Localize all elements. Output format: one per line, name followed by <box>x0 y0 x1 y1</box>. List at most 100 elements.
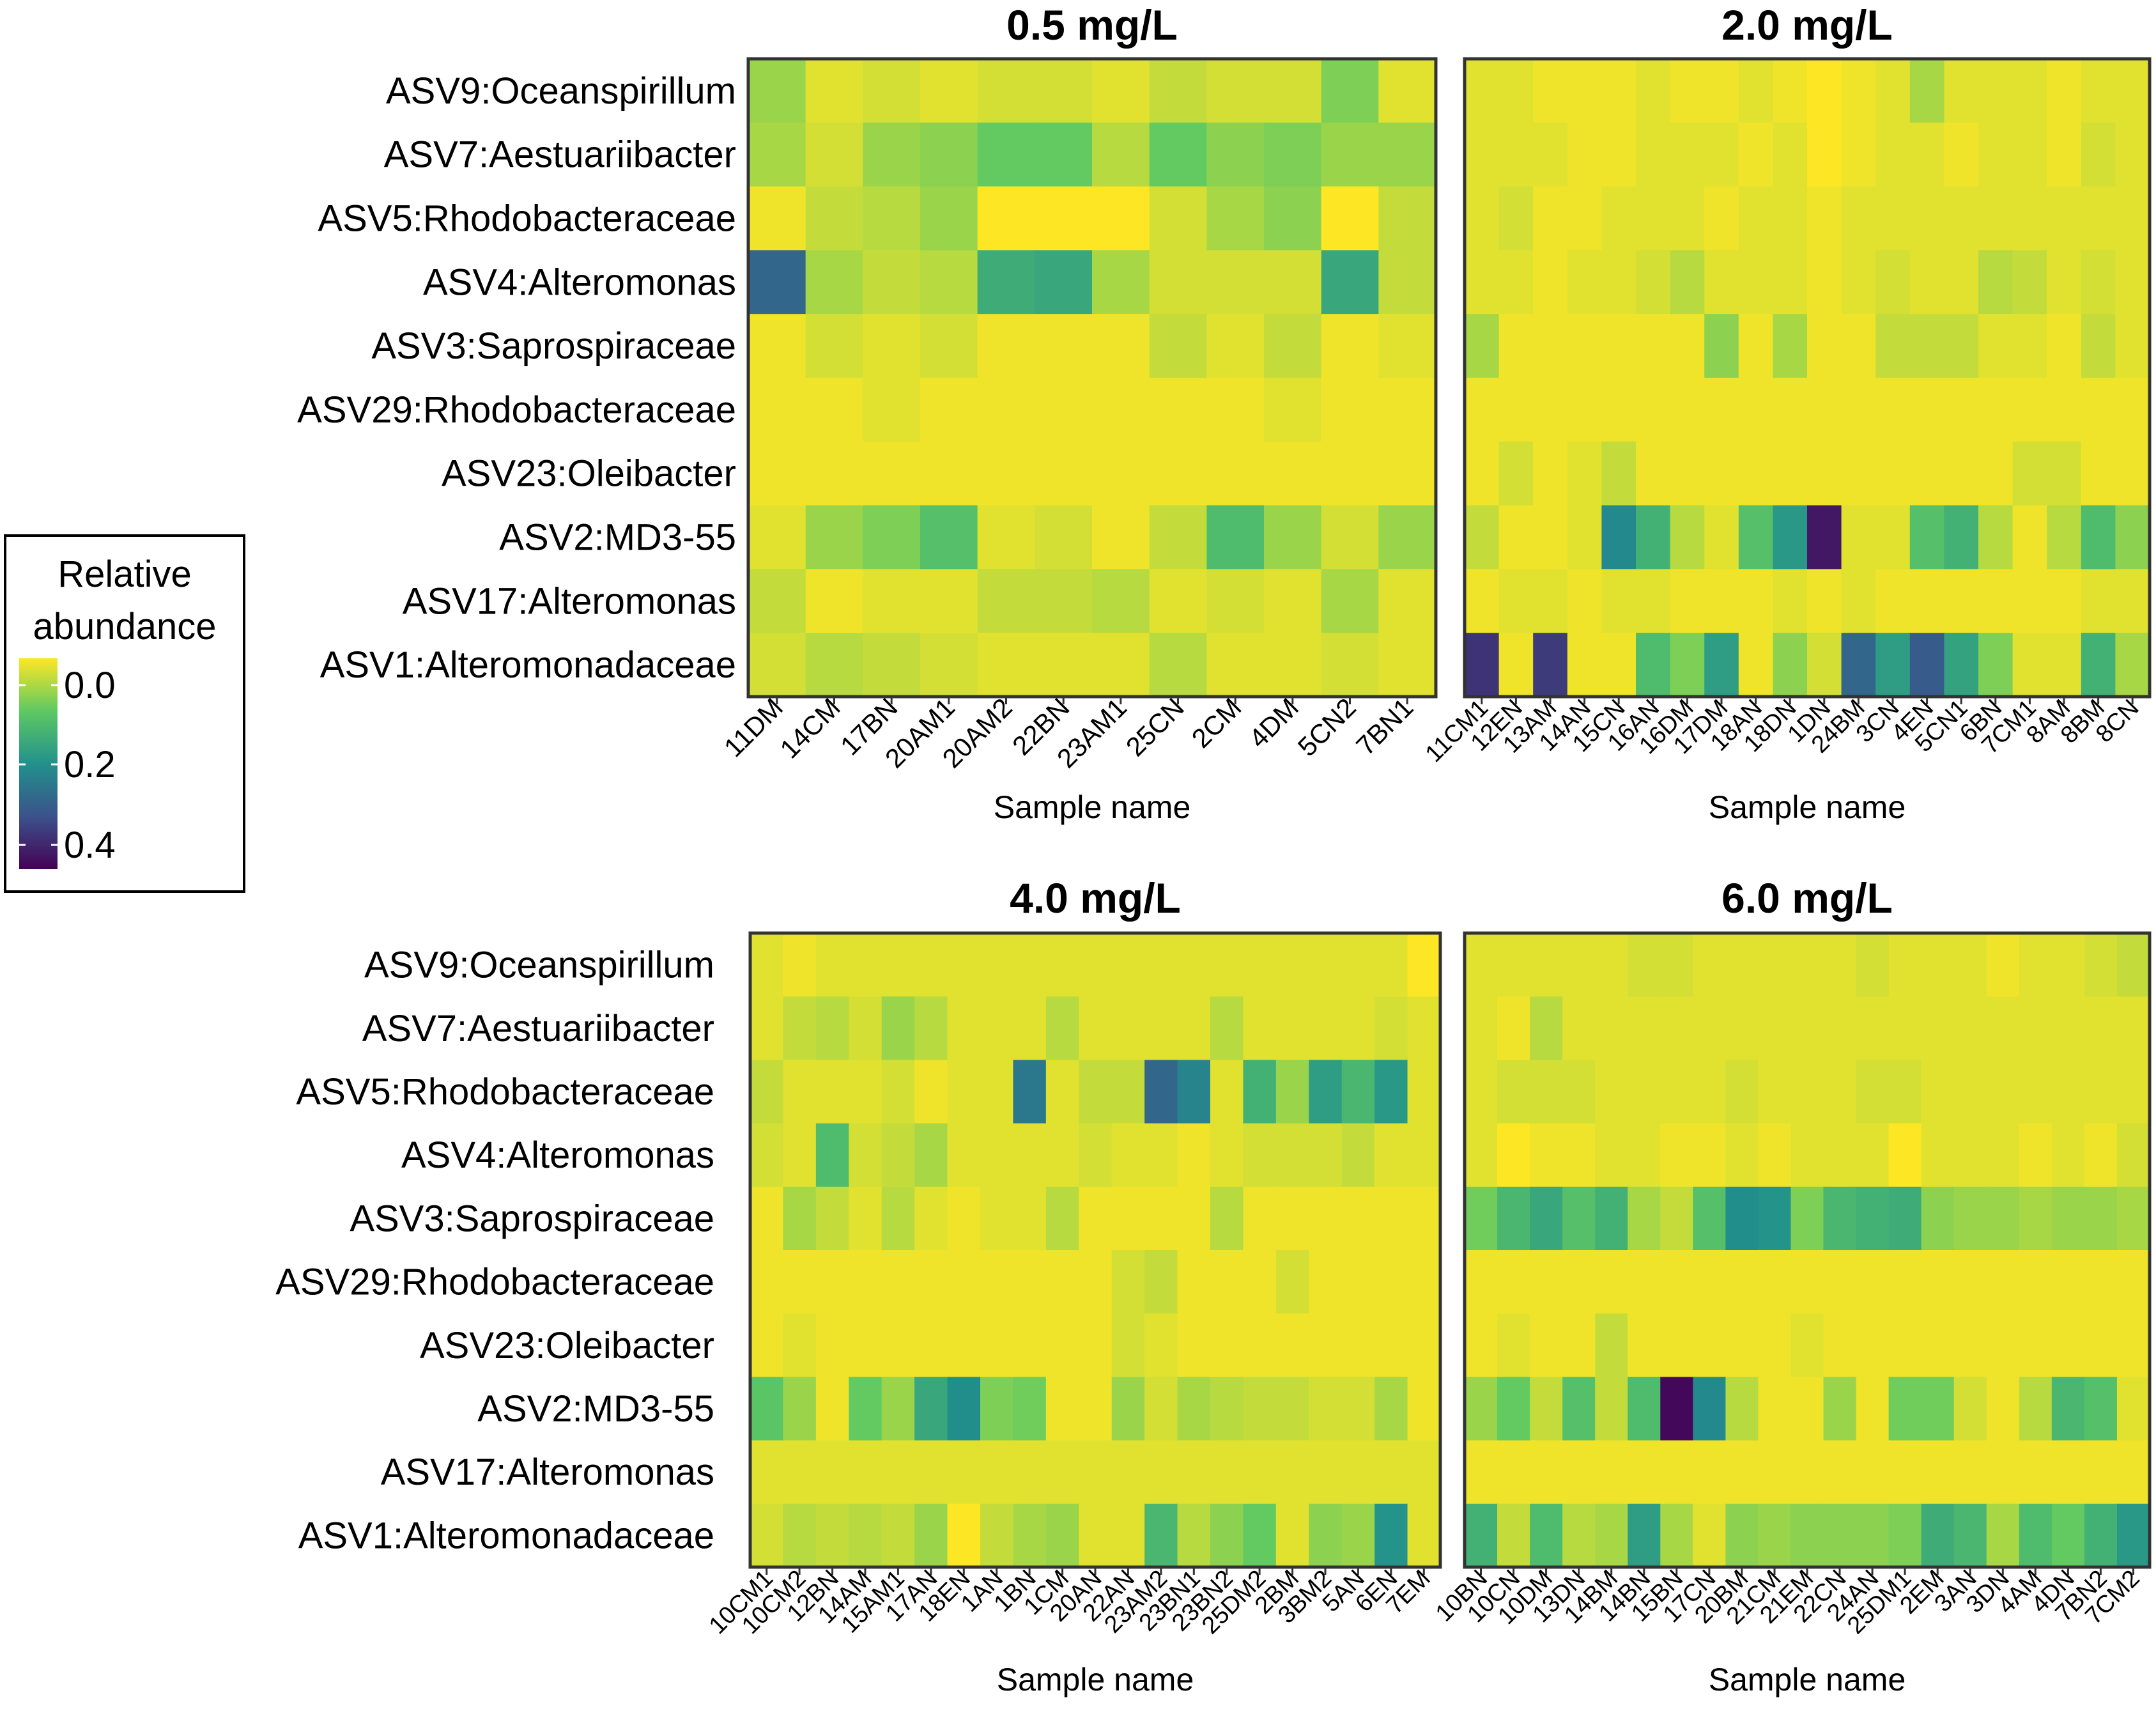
heatmap-cell <box>2051 1186 2085 1251</box>
heatmap-cell <box>1498 59 1534 123</box>
heatmap-cell <box>947 1060 981 1124</box>
heatmap-cell <box>1704 569 1739 633</box>
heatmap-cell <box>2116 1377 2150 1441</box>
heatmap-cell <box>1856 1377 1890 1441</box>
heatmap-cell <box>1210 1123 1244 1187</box>
heatmap-cell <box>1921 996 1955 1061</box>
heatmap-cell <box>920 314 978 378</box>
heatmap-cell <box>881 933 915 997</box>
heatmap-cell <box>1045 1313 1080 1378</box>
heatmap-cell <box>1953 933 1987 997</box>
heatmap-cell <box>1875 633 1911 697</box>
heatmap-cell <box>1595 1123 1629 1187</box>
heatmap-cell <box>1111 1313 1145 1378</box>
heatmap-cell <box>1264 378 1322 442</box>
heatmap-cell <box>1498 122 1534 187</box>
heatmap-cell <box>1321 314 1380 378</box>
heatmap-cell <box>1321 186 1380 251</box>
heatmap-cell <box>1601 441 1636 506</box>
heatmap-cell <box>1888 1440 1922 1504</box>
heatmap-cell <box>805 441 864 506</box>
heatmap-cell <box>1275 1313 1310 1378</box>
heatmap-cell <box>1562 1123 1596 1187</box>
heatmap-cell <box>977 505 1036 570</box>
heatmap-cell <box>783 1250 817 1314</box>
heatmap-cell <box>1909 314 1945 378</box>
heatmap-cell <box>920 505 978 570</box>
heatmap-cell <box>1790 933 1824 997</box>
heatmap-cell <box>1309 933 1343 997</box>
heatmap-cell <box>1978 633 2014 697</box>
heatmap-cell <box>1823 1377 1857 1441</box>
heatmap-cell <box>783 1313 817 1378</box>
heatmap-cell <box>1921 1123 1955 1187</box>
heatmap-cell <box>783 933 817 997</box>
heatmap-cell <box>748 633 806 697</box>
heatmap-cell <box>2012 122 2047 187</box>
heatmap-cell <box>1909 250 1945 314</box>
heatmap-cell <box>1275 1123 1310 1187</box>
heatmap-cell <box>1562 1250 1596 1314</box>
heatmap-cell <box>1079 1186 1113 1251</box>
heatmap-cell <box>1986 1060 2020 1124</box>
heatmap-cell <box>1275 1250 1310 1314</box>
heatmap-cell <box>1807 505 1842 570</box>
heatmap-cell <box>1498 314 1534 378</box>
heatmap-cell <box>2081 122 2116 187</box>
heatmap-cell <box>1465 569 1500 633</box>
heatmap-cell <box>1206 569 1265 633</box>
heatmap-cell <box>2051 996 2085 1061</box>
heatmap-cell <box>977 122 1036 187</box>
heatmap-cell <box>1465 933 1498 997</box>
heatmap-cell <box>1875 378 1911 442</box>
heatmap-cell <box>1636 250 1671 314</box>
heatmap-cell <box>1264 314 1322 378</box>
heatmap-cell <box>1264 250 1322 314</box>
heatmap-cell <box>1823 1250 1857 1314</box>
heatmap-cell <box>1888 933 1922 997</box>
heatmap-cell <box>1944 122 1979 187</box>
heatmap-cell <box>1670 441 1705 506</box>
heatmap-cell <box>849 996 882 1061</box>
heatmap-cell <box>2019 1313 2052 1378</box>
heatmap-cell <box>1773 441 1808 506</box>
heatmap-cell <box>1144 933 1178 997</box>
heatmap-cell <box>1921 1313 1955 1378</box>
row-label: ASV29:Rhodobacteraceae <box>297 389 736 431</box>
heatmap-cell <box>1986 1250 2020 1314</box>
heatmap-cell <box>1497 1503 1530 1568</box>
heatmap-cell <box>1909 186 1945 251</box>
heatmap-cell <box>914 1377 948 1441</box>
heatmap-cell <box>1628 1313 1661 1378</box>
heatmap-cell <box>1465 1503 1498 1568</box>
heatmap-cell <box>1921 933 1955 997</box>
heatmap-cell <box>2115 569 2150 633</box>
heatmap-cell <box>750 1313 784 1378</box>
heatmap-cell <box>1888 1186 1922 1251</box>
heatmap-cell <box>1628 1250 1661 1314</box>
heatmap-cell <box>1264 441 1322 506</box>
heatmap-cell <box>2012 505 2047 570</box>
heatmap-cell <box>1660 1440 1694 1504</box>
heatmap-cell <box>1533 186 1568 251</box>
heatmap-cell <box>1530 1503 1563 1568</box>
heatmap-cell <box>1465 59 1500 123</box>
heatmap-cell <box>805 505 864 570</box>
heatmap-cell <box>1210 933 1244 997</box>
heatmap-cell <box>1177 1123 1211 1187</box>
x-tick-label: 7BN1 <box>1350 692 1419 761</box>
heatmap-cell <box>1856 1186 1890 1251</box>
heatmap-cell <box>1210 1503 1244 1568</box>
heatmap-cell <box>1144 1250 1178 1314</box>
heatmap-cell <box>1823 933 1857 997</box>
color-legend: Relative abundance 0.0 0.2 0.4 <box>4 534 245 893</box>
heatmap-cell <box>2115 250 2150 314</box>
heatmap-cell <box>1533 250 1568 314</box>
heatmap-cell <box>1497 1250 1530 1314</box>
heatmap-cell <box>1841 250 1876 314</box>
heatmap-cell <box>1465 250 1500 314</box>
heatmap-cell <box>1807 250 1842 314</box>
panel-title: 4.0 mg/L <box>1010 874 1181 922</box>
heatmap-cell <box>1035 122 1093 187</box>
